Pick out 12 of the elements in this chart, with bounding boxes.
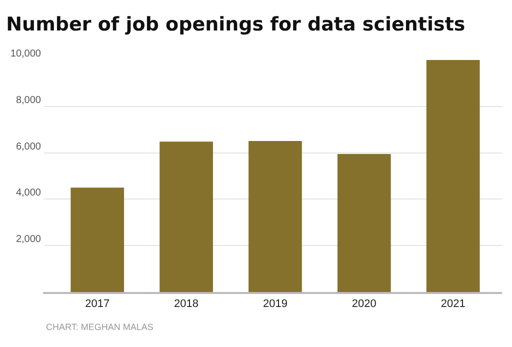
y-tick-label: 6,000 bbox=[16, 141, 42, 152]
y-tick-label: 8,000 bbox=[16, 94, 42, 106]
chart-title: Number of job openings for data scientists bbox=[6, 14, 466, 36]
x-tick-label: 2021 bbox=[440, 298, 466, 310]
y-tick-label: 2,000 bbox=[16, 234, 42, 246]
x-tick-label: 2017 bbox=[85, 298, 110, 310]
y-tick-label: 4,000 bbox=[16, 188, 42, 199]
x-tick-label: 2019 bbox=[262, 298, 288, 310]
text: CHART: MEGHAN MALAS bbox=[46, 322, 154, 332]
x-tick-label: 2020 bbox=[352, 298, 376, 310]
x-tick-label: 2018 bbox=[174, 298, 199, 310]
y-tick-label: 10,000 bbox=[10, 48, 42, 60]
